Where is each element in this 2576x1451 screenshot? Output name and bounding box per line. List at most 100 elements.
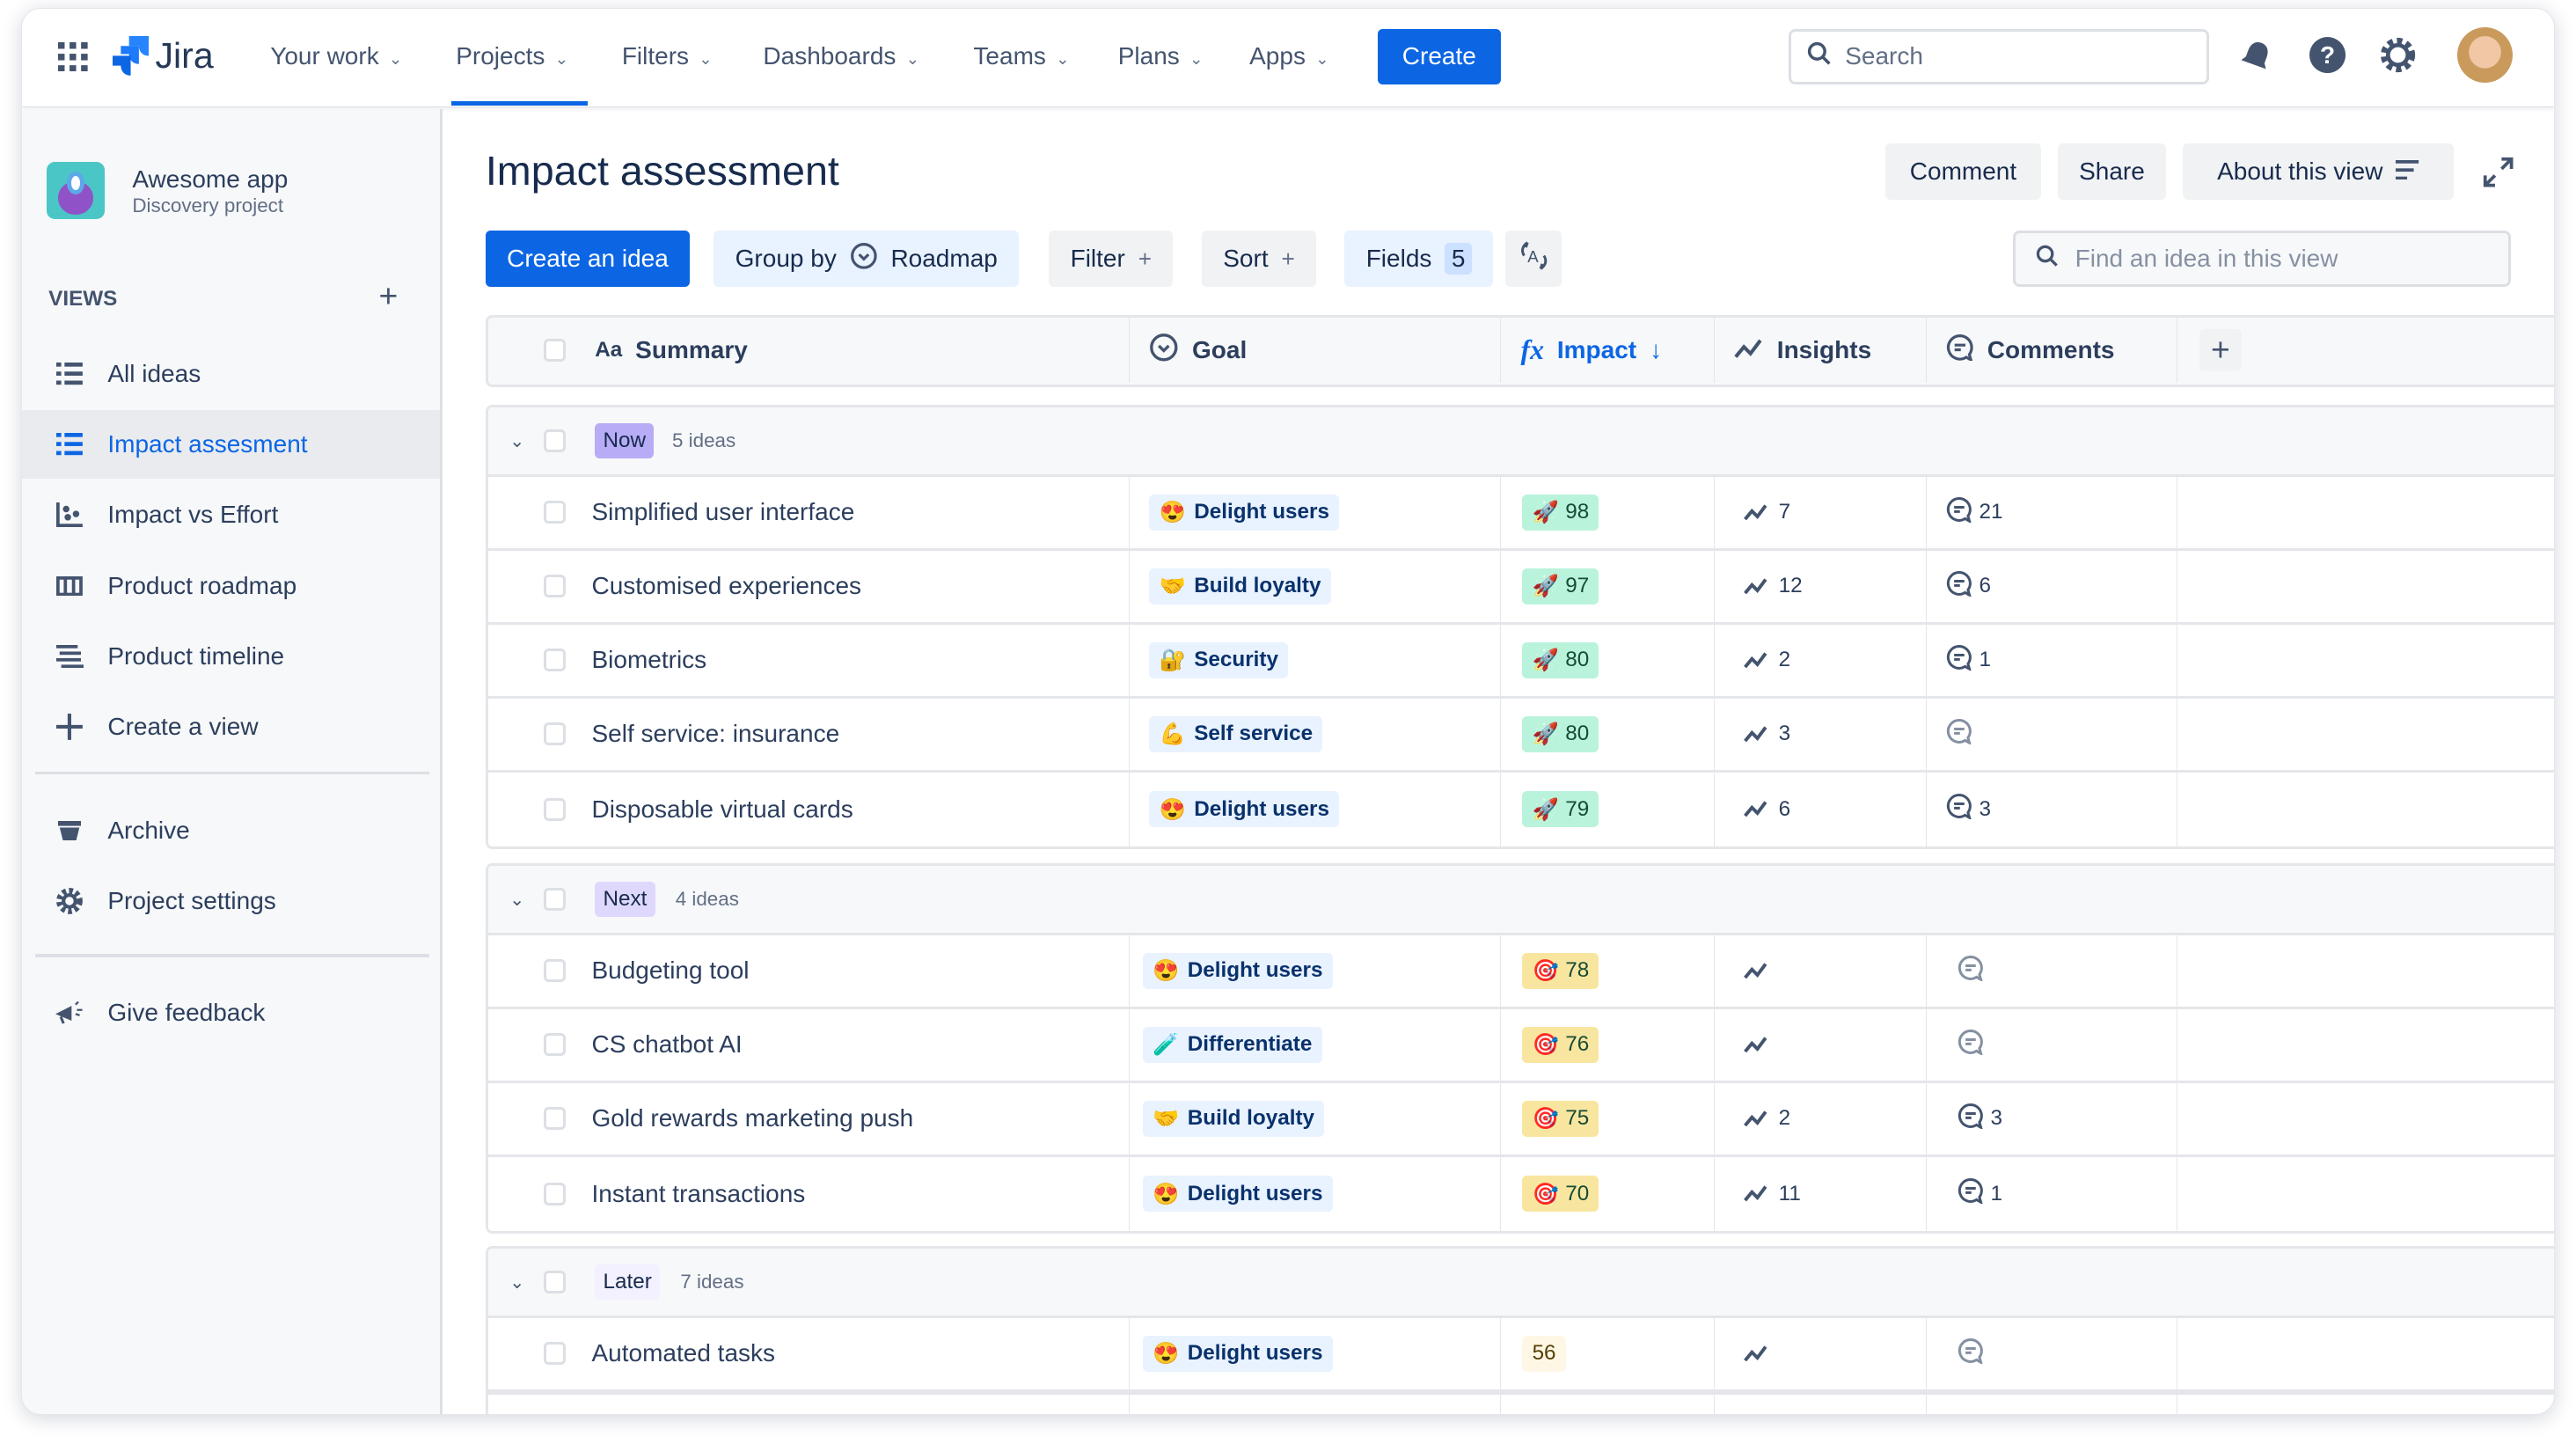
group-checkbox[interactable] xyxy=(544,1271,566,1294)
share-button[interactable]: Share xyxy=(2057,143,2167,200)
find-idea-input[interactable]: Find an idea in this view xyxy=(2013,231,2512,287)
comments-cell[interactable]: 1 xyxy=(1925,624,2177,696)
comments-cell[interactable]: 3 xyxy=(1925,1082,2177,1154)
summary-cell[interactable]: Self service: insurance xyxy=(488,699,1129,770)
idea-summary[interactable]: Gold rewards marketing push xyxy=(591,1104,914,1132)
notifications-bell-icon[interactable] xyxy=(2240,39,2272,82)
settings-gear-icon[interactable] xyxy=(2380,37,2416,80)
add-view-button[interactable]: + xyxy=(378,276,399,314)
idea-summary[interactable]: Self service: insurance xyxy=(591,720,840,748)
table-row[interactable]: Budgeting tool 😍 Delight users 🎯 78 xyxy=(487,934,2554,1009)
about-view-button[interactable]: About this view xyxy=(2182,143,2454,200)
column-summary[interactable]: Aa Summary xyxy=(488,318,1129,384)
insights-cell[interactable]: 11 xyxy=(1713,1156,1926,1231)
summary-cell[interactable]: Customised experiences xyxy=(488,551,1129,622)
comments-cell[interactable] xyxy=(1925,934,2177,1007)
comments-cell[interactable]: 21 xyxy=(1925,476,2177,548)
row-checkbox[interactable] xyxy=(544,797,566,821)
column-insights[interactable]: Insights xyxy=(1713,317,1926,384)
impact-cell[interactable]: 🎯 75 xyxy=(1500,1082,1714,1154)
goal-cell[interactable]: 🤝 Build loyalty xyxy=(1129,1082,1500,1154)
group-checkbox[interactable] xyxy=(544,887,566,912)
row-checkbox[interactable] xyxy=(544,1182,566,1206)
group-header[interactable]: ⌄ Next 4 ideas xyxy=(487,866,2554,935)
row-checkbox[interactable] xyxy=(544,1342,566,1366)
impact-cell[interactable]: 🚀 80 xyxy=(1500,698,1714,770)
table-row[interactable]: Instant transactions 😍 Delight users 🎯 70 … xyxy=(488,1156,2554,1231)
filter-button[interactable]: Filter + xyxy=(1049,231,1174,287)
impact-cell[interactable]: 🎯 70 xyxy=(1500,1156,1714,1231)
group-by-button[interactable]: Group by Roadmap xyxy=(714,231,1020,287)
sort-button[interactable]: Sort + xyxy=(1201,231,1317,287)
sidebar-item-impact-assesment[interactable]: Impact assesment xyxy=(22,409,440,480)
sidebar-item-impact-vs-effort[interactable]: Impact vs Effort xyxy=(22,480,439,549)
search-input[interactable]: Search xyxy=(1788,28,2209,85)
impact-cell[interactable]: 56 xyxy=(1500,1317,1714,1389)
nav-apps[interactable]: Apps ⌄ xyxy=(1249,42,1329,70)
goal-cell[interactable]: 😍 Delight users xyxy=(1129,934,1500,1007)
summary-cell[interactable]: Automated tasks xyxy=(488,1318,1129,1389)
goal-cell[interactable]: 🤝 Build loyalty xyxy=(1129,550,1500,622)
goal-cell[interactable]: 😍 Delight users xyxy=(1129,1156,1500,1231)
goal-cell[interactable]: 😍 Delight users xyxy=(1129,1317,1500,1389)
insights-cell[interactable]: 2 xyxy=(1713,624,1926,696)
jira-logo[interactable]: Jira xyxy=(112,35,214,77)
sidebar-item-create-a-view[interactable]: Create a view xyxy=(22,693,439,761)
table-row[interactable]: Biometrics 🔐 Security 🚀 80 2 1 xyxy=(487,624,2554,699)
create-button[interactable]: Create xyxy=(1377,28,1501,85)
comment-button[interactable]: Comment xyxy=(1884,143,2042,200)
row-checkbox[interactable] xyxy=(544,959,566,983)
table-row[interactable]: Simplified user interface 😍 Delight users… xyxy=(487,476,2554,551)
insights-cell[interactable] xyxy=(1713,1008,1926,1081)
sidebar-item-all-ideas[interactable]: All ideas xyxy=(22,340,439,408)
idea-summary[interactable]: Instant transactions xyxy=(591,1179,806,1207)
comments-cell[interactable] xyxy=(1925,698,2177,770)
table-row[interactable]: Gold rewards marketing push 🤝 Build loyal… xyxy=(487,1082,2554,1157)
insights-cell[interactable]: 2 xyxy=(1713,1082,1926,1154)
sidebar-item-give-feedback[interactable]: Give feedback xyxy=(22,978,439,1047)
idea-summary[interactable]: Customised experiences xyxy=(591,572,862,600)
impact-cell[interactable]: 🚀 98 xyxy=(1500,476,1714,548)
summary-cell[interactable]: CS chatbot AI xyxy=(488,1009,1129,1081)
group-checkbox[interactable] xyxy=(544,429,566,453)
chevron-down-icon[interactable]: ⌄ xyxy=(509,889,525,910)
idea-summary[interactable]: Automated tasks xyxy=(591,1339,776,1367)
goal-cell[interactable]: 🧪 Differentiate xyxy=(1129,1008,1500,1081)
idea-summary[interactable]: Disposable virtual cards xyxy=(591,795,853,823)
insights-cell[interactable]: 6 xyxy=(1713,772,1926,846)
summary-cell[interactable]: Instant transactions xyxy=(488,1157,1129,1231)
nav-your-work[interactable]: Your work ⌄ xyxy=(270,42,402,70)
idea-summary[interactable]: Simplified user interface xyxy=(591,498,855,526)
idea-summary[interactable]: Biometrics xyxy=(591,646,707,674)
goal-cell[interactable]: 💪 Self service xyxy=(1129,698,1500,770)
insights-cell[interactable] xyxy=(1713,1317,1926,1389)
app-switcher-icon[interactable] xyxy=(58,41,88,79)
group-header[interactable]: ⌄ Later 7 ideas xyxy=(487,1249,2554,1318)
project-name[interactable]: Awesome app xyxy=(132,165,289,193)
add-column-button[interactable]: + xyxy=(2199,328,2243,372)
sidebar-item-product-roadmap[interactable]: Product roadmap xyxy=(22,552,439,620)
summary-cell[interactable]: Biometrics xyxy=(488,625,1129,696)
comments-cell[interactable] xyxy=(1925,1317,2177,1389)
chevron-down-icon[interactable]: ⌄ xyxy=(509,1271,525,1293)
table-row[interactable]: Self service: insurance 💪 Self service 🚀 8… xyxy=(487,698,2554,773)
nav-projects[interactable]: Projects ⌄ xyxy=(456,42,568,70)
comments-cell[interactable]: 6 xyxy=(1925,550,2177,622)
column-comments[interactable]: Comments xyxy=(1925,317,2177,384)
chevron-down-icon[interactable]: ⌄ xyxy=(509,430,525,451)
goal-cell[interactable]: 😍 Delight users xyxy=(1129,772,1500,846)
sidebar-item-archive[interactable]: Archive xyxy=(22,796,439,865)
comments-cell[interactable]: 1 xyxy=(1925,1156,2177,1231)
goal-cell[interactable]: 🔐 Security xyxy=(1129,624,1500,696)
fields-button[interactable]: Fields 5 xyxy=(1344,231,1494,287)
user-avatar[interactable] xyxy=(2456,26,2514,84)
impact-cell[interactable]: 🎯 76 xyxy=(1500,1008,1714,1081)
help-icon[interactable]: ? xyxy=(2309,37,2345,80)
sidebar-item-project-settings[interactable]: Project settings xyxy=(22,867,439,935)
summary-cell[interactable]: Budgeting tool xyxy=(488,935,1129,1007)
summary-cell[interactable]: Simplified user interface xyxy=(488,477,1129,548)
impact-cell[interactable]: 🚀 80 xyxy=(1500,624,1714,696)
insights-cell[interactable] xyxy=(1713,934,1926,1007)
table-row[interactable]: Disposable virtual cards 😍 Delight users … xyxy=(488,772,2554,846)
select-all-checkbox[interactable] xyxy=(544,338,566,363)
